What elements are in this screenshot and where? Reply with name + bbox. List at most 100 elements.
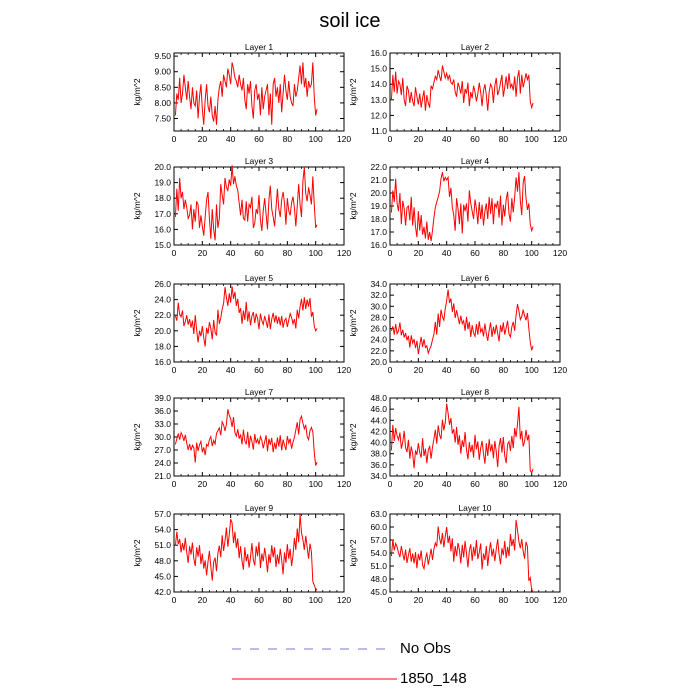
x-tick-label: 0 xyxy=(172,134,177,144)
panel-title: Layer 5 xyxy=(245,273,274,283)
x-tick-label: 120 xyxy=(337,248,351,258)
panel-7: Layer 7 kg/m^2 0 20 40 60 80 100 120 21.0 24.0 27.0… xyxy=(132,387,351,489)
x-tick-label: 80 xyxy=(283,595,293,605)
panel-1: Layer 1 kg/m^2 0 20 40 60 80 100 120 7.50 8.00 8.50… xyxy=(132,42,351,144)
x-tick-label: 120 xyxy=(553,134,567,144)
series-line-1850_148 xyxy=(174,409,318,466)
series-line-1850_148 xyxy=(390,289,534,355)
y-tick-label: 32.0 xyxy=(370,290,387,300)
x-tick-label: 20 xyxy=(198,479,208,489)
x-tick-label: 60 xyxy=(254,134,264,144)
x-tick-label: 100 xyxy=(309,134,323,144)
x-tick-label: 40 xyxy=(442,248,452,258)
y-axis-label: kg/m^2 xyxy=(348,78,358,105)
y-tick-label: 17.0 xyxy=(370,227,387,237)
x-tick-label: 80 xyxy=(283,365,293,375)
y-tick-label: 22.0 xyxy=(370,162,387,172)
panel-title: Layer 8 xyxy=(461,387,490,397)
panel-3: Layer 3 kg/m^2 0 20 40 60 80 100 120 15.0 16.0 17.0… xyxy=(132,156,351,258)
y-tick-label: 18.0 xyxy=(370,214,387,224)
y-tick-label: 16.0 xyxy=(370,48,387,58)
x-tick-label: 20 xyxy=(198,365,208,375)
y-tick-label: 48.0 xyxy=(154,556,171,566)
x-tick-label: 120 xyxy=(553,248,567,258)
y-tick-label: 21.0 xyxy=(154,471,171,481)
x-tick-label: 40 xyxy=(442,365,452,375)
panel-title: Layer 6 xyxy=(461,273,490,283)
y-tick-label: 22.0 xyxy=(370,346,387,356)
y-tick-label: 20.0 xyxy=(370,357,387,367)
panel-9: Layer 9 kg/m^2 0 20 40 60 80 100 120 42.0 45.0 48.0… xyxy=(132,503,351,605)
x-tick-label: 0 xyxy=(388,365,393,375)
y-axis-label: kg/m^2 xyxy=(348,192,358,219)
y-tick-label: 48.0 xyxy=(370,393,387,403)
y-tick-label: 46.0 xyxy=(370,404,387,414)
y-tick-label: 19.0 xyxy=(370,201,387,211)
y-tick-label: 34.0 xyxy=(370,279,387,289)
x-tick-label: 120 xyxy=(337,595,351,605)
y-tick-label: 60.0 xyxy=(370,522,387,532)
panel-10: Layer 10 kg/m^2 0 20 40 60 80 100 120 45.0 48.0 51.… xyxy=(348,503,567,605)
x-tick-label: 60 xyxy=(470,134,480,144)
x-tick-label: 100 xyxy=(309,248,323,258)
y-tick-label: 38.0 xyxy=(370,449,387,459)
x-tick-label: 80 xyxy=(283,134,293,144)
y-tick-label: 44.0 xyxy=(370,415,387,425)
series-line-1850_148 xyxy=(174,62,318,125)
panel-title: Layer 10 xyxy=(458,503,491,513)
y-tick-label: 17.0 xyxy=(154,209,171,219)
y-axis-label: kg/m^2 xyxy=(132,78,142,105)
series-line-1850_148 xyxy=(174,165,318,241)
x-tick-label: 0 xyxy=(172,595,177,605)
x-tick-label: 40 xyxy=(226,595,236,605)
x-tick-label: 100 xyxy=(309,479,323,489)
y-tick-label: 22.0 xyxy=(154,310,171,320)
y-tick-label: 27.0 xyxy=(154,445,171,455)
x-tick-label: 60 xyxy=(470,479,480,489)
x-tick-label: 100 xyxy=(525,134,539,144)
x-tick-label: 0 xyxy=(172,365,177,375)
y-tick-label: 11.0 xyxy=(371,126,387,136)
y-tick-label: 12.0 xyxy=(370,110,387,120)
y-tick-label: 24.0 xyxy=(370,335,387,345)
plot-frame xyxy=(173,513,345,593)
y-axis-label: kg/m^2 xyxy=(132,309,142,336)
y-tick-label: 18.0 xyxy=(154,193,171,203)
series-line-1850_148 xyxy=(174,514,318,591)
panel-title: Layer 4 xyxy=(461,156,490,166)
y-tick-label: 24.0 xyxy=(154,458,171,468)
panel-2: Layer 2 kg/m^2 0 20 40 60 80 100 120 11.0 12.0 13.0… xyxy=(348,42,567,144)
y-tick-label: 16.0 xyxy=(154,357,171,367)
panel-6: Layer 6 kg/m^2 0 20 40 60 80 100 120 20.022.024.0… xyxy=(348,273,567,375)
x-tick-label: 20 xyxy=(414,134,424,144)
x-tick-label: 20 xyxy=(198,248,208,258)
panel-title: Layer 7 xyxy=(245,387,274,397)
y-tick-label: 36.0 xyxy=(154,406,171,416)
x-tick-label: 80 xyxy=(499,248,509,258)
y-tick-label: 19.0 xyxy=(154,178,171,188)
x-tick-label: 100 xyxy=(525,595,539,605)
series-line-1850_148 xyxy=(390,403,534,474)
y-tick-label: 16.0 xyxy=(370,240,387,250)
y-axis-label: kg/m^2 xyxy=(132,539,142,566)
y-tick-label: 14.0 xyxy=(370,79,387,89)
x-tick-label: 60 xyxy=(254,595,264,605)
panel-title: Layer 9 xyxy=(245,503,274,513)
y-tick-label: 8.00 xyxy=(154,98,171,108)
x-tick-label: 40 xyxy=(442,134,452,144)
y-tick-label: 51.0 xyxy=(370,561,387,571)
y-tick-label: 26.0 xyxy=(154,279,171,289)
x-tick-label: 40 xyxy=(226,365,236,375)
y-tick-label: 51.0 xyxy=(154,540,171,550)
x-tick-label: 20 xyxy=(198,595,208,605)
y-axis-label: kg/m^2 xyxy=(348,539,358,566)
y-tick-label: 9.50 xyxy=(154,51,171,61)
y-tick-label: 28.0 xyxy=(370,312,387,322)
y-tick-label: 33.0 xyxy=(154,419,171,429)
y-tick-label: 13.0 xyxy=(370,95,387,105)
x-tick-label: 40 xyxy=(226,134,236,144)
y-tick-label: 36.0 xyxy=(370,460,387,470)
x-tick-label: 100 xyxy=(309,365,323,375)
y-tick-label: 24.0 xyxy=(154,295,171,305)
